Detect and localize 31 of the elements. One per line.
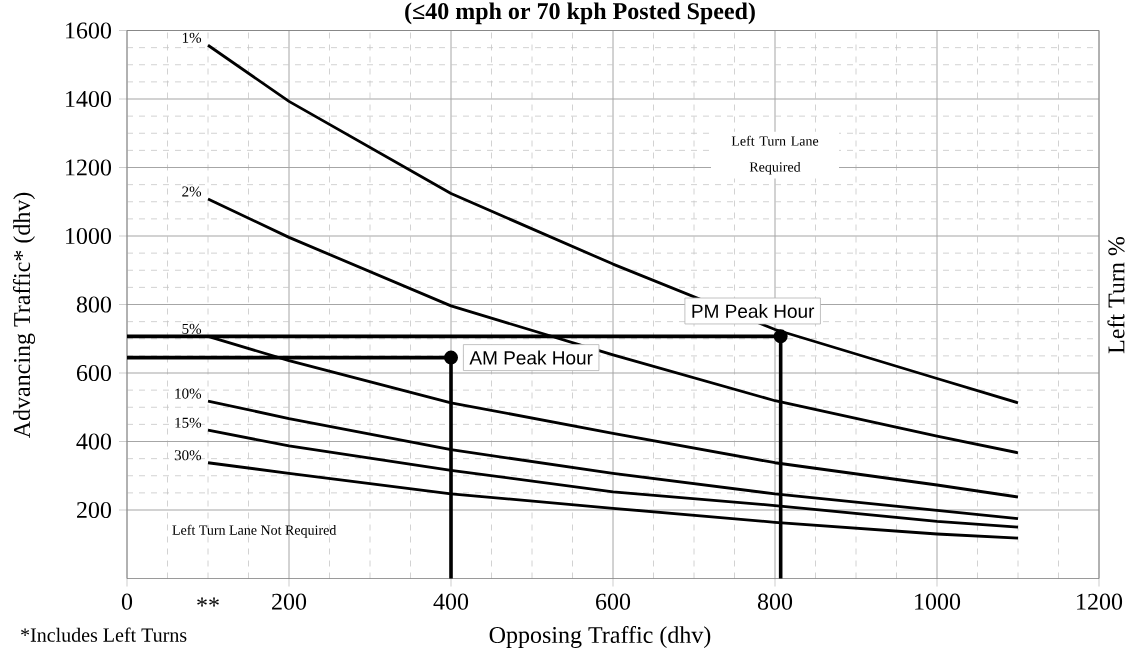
annotation: Left Turn Lane Not Required [172,524,337,538]
y-tick-label: 1600 [66,22,112,39]
series-label: 2% [182,186,202,197]
y-tick-label: 1000 [66,227,112,245]
x-tick-label: 600 [596,593,631,610]
x-tick-label: 400 [433,593,469,610]
text: ** [197,597,219,607]
x-tick-label: 800 [757,593,793,610]
chart-title: (≤40 mph or 70 kph Posted Speed) [405,2,755,25]
y-tick-label: 1200 [66,159,112,176]
y-tick-label: 600 [76,364,112,382]
y-axis-title: Advancing Traffic* (dhv) [12,192,36,439]
x-tick-label: 1000 [915,593,961,610]
y2-axis-title: Left Turn % [1107,236,1125,354]
series-label: 5% [182,323,202,334]
y-tick-label: 200 [77,501,112,519]
x-axis-title: Opposing Traffic (dhv) [489,625,711,649]
series-label: 15% [175,417,202,428]
y-tick-label: 400 [76,433,112,450]
text: *Includes Left Turns [21,627,187,642]
x-tick-label: 1200 [1077,593,1123,610]
annotation: Left Turn Lane Required [731,135,819,175]
series-label: 1% [182,32,202,43]
annotation: AM Peak Hour [469,350,593,365]
series-label: 30% [174,450,202,461]
x-tick-label: 0 [121,593,133,610]
y-tick-label: 1400 [66,90,112,108]
annotation: PM Peak Hour [692,304,815,318]
y-tick-label: 800 [76,296,112,313]
series-label: 10% [175,388,202,399]
x-tick-label: 200 [272,593,307,610]
